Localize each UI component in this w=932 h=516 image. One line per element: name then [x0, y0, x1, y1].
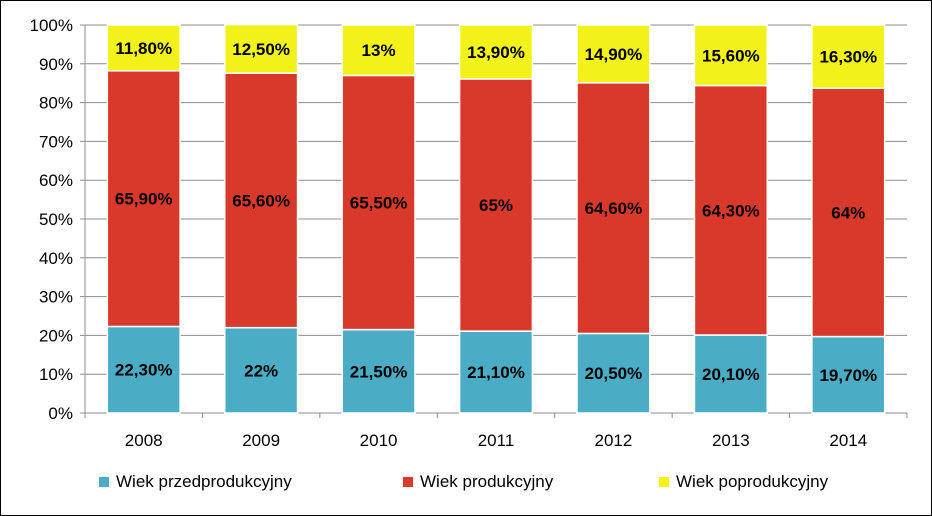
bar-segment [106, 325, 181, 414]
bar-segment [576, 82, 651, 335]
y-tick-label: 20% [39, 326, 73, 345]
bar-segment [458, 330, 534, 414]
legend-label: Wiek przedprodukcyjny [116, 472, 292, 491]
bar-segment [458, 24, 534, 80]
data-label: 65,50% [350, 194, 408, 213]
y-tick-label: 70% [39, 132, 73, 151]
legend-label: Wiek produkcyjny [420, 472, 554, 491]
data-label: 15,60% [702, 46, 760, 65]
y-tick-label: 90% [39, 55, 73, 74]
data-label: 65% [479, 196, 513, 215]
data-label: 14,90% [585, 45, 643, 64]
y-tick-label: 60% [39, 171, 73, 190]
data-label: 64% [831, 203, 865, 222]
data-label: 64,60% [585, 199, 643, 218]
data-label: 21,50% [350, 362, 408, 381]
y-tick-label: 100% [30, 16, 73, 35]
y-tick-label: 50% [39, 210, 73, 229]
y-tick-label: 40% [39, 249, 73, 268]
bar-segment [693, 24, 769, 87]
bar-segment [693, 334, 769, 414]
data-label: 19,70% [819, 366, 877, 385]
data-label: 21,10% [467, 363, 525, 382]
bar-segment [223, 72, 299, 329]
bar-segment [576, 332, 651, 414]
bar-segment [458, 78, 534, 332]
y-tick-label: 80% [39, 94, 73, 113]
bar-segment [811, 24, 886, 89]
bar-segment [811, 335, 886, 414]
data-label: 64,30% [702, 201, 760, 220]
axes: 0% 10% 20% 30% 40% 50% 60% 70% 80% 90% 100% 2008 200… [30, 16, 908, 450]
data-label: 12,50% [232, 40, 290, 59]
data-label: 22% [244, 361, 278, 380]
bar-segment [341, 74, 416, 331]
data-label: 13% [362, 41, 396, 60]
bar-segment [576, 24, 651, 84]
data-labels: 22,30% 65,90% 11,80% 22% 65,60% 12,50% 21,50% 6… [115, 39, 877, 385]
bar-segment [811, 87, 886, 338]
bar-segment [223, 23, 299, 74]
data-label: 11,80% [115, 39, 172, 58]
legend-swatch [403, 477, 413, 487]
bar-segment [693, 84, 769, 336]
legend-swatch [659, 477, 669, 487]
data-label: 20,10% [702, 365, 760, 384]
data-label: 20,50% [585, 364, 643, 383]
legend-label: Wiek poprodukcyjny [676, 472, 829, 491]
y-tick-label: 10% [39, 365, 73, 384]
x-tick-label: 2013 [712, 431, 750, 450]
x-tick-label: 2010 [360, 431, 398, 450]
data-label: 65,60% [232, 191, 290, 210]
bar-segment [341, 24, 416, 77]
legend-swatch [99, 477, 109, 487]
data-label: 13,90% [467, 43, 525, 62]
bar-segment [106, 24, 181, 72]
x-tick-label: 2012 [595, 431, 633, 450]
bars [106, 23, 886, 414]
y-tick-label: 30% [39, 288, 73, 307]
bar-segment [223, 326, 299, 414]
x-tick-label: 2009 [242, 431, 280, 450]
x-tick-label: 2014 [829, 431, 867, 450]
data-label: 16,30% [819, 48, 877, 67]
x-tick-label: 2008 [125, 431, 163, 450]
x-tick-label: 2011 [478, 431, 515, 450]
data-label: 65,90% [115, 190, 173, 209]
legend: Wiek przedprodukcyjny Wiek produkcyjny Wie… [99, 472, 829, 491]
y-tick-label: 0% [48, 404, 73, 423]
data-label: 22,30% [115, 361, 173, 380]
